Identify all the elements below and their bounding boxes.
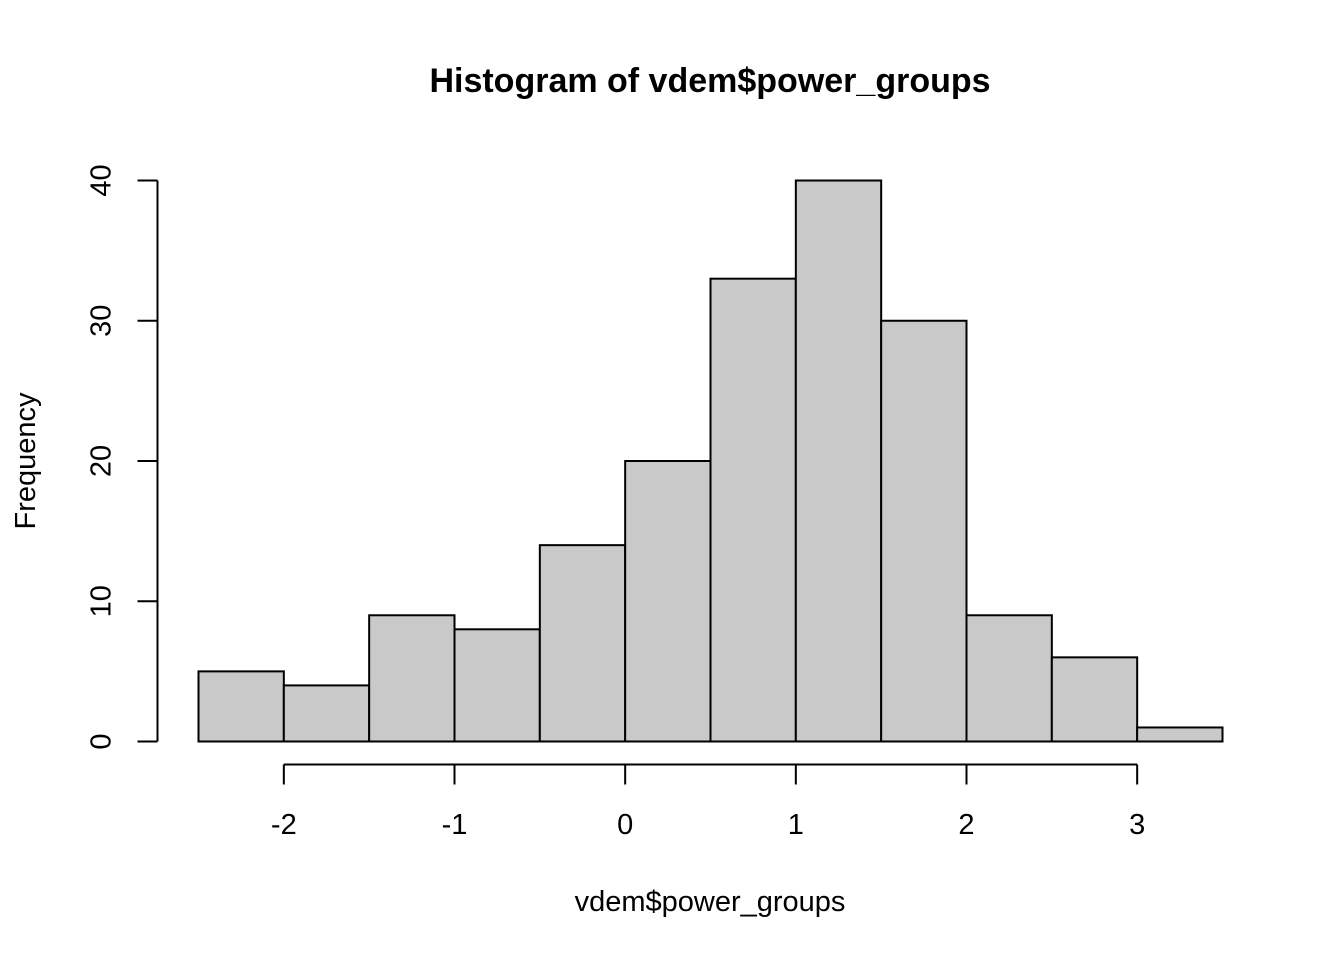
histogram-bar: [965, 614, 1053, 743]
histogram-bar: [624, 460, 712, 743]
histogram-bar: [880, 319, 968, 743]
y-tick-label: 20: [86, 445, 118, 477]
histogram-bar: [538, 544, 627, 743]
x-tick-label: 1: [788, 809, 804, 841]
x-tick-label: 0: [617, 809, 633, 841]
histogram-bar: [709, 277, 797, 743]
y-axis-label: Frequency: [10, 392, 42, 530]
histogram-bar: [794, 179, 883, 743]
histogram-bar: [282, 684, 371, 743]
y-tick-label: 40: [86, 164, 118, 196]
histogram-bar: [453, 628, 541, 743]
bars-group: [197, 179, 1224, 743]
histogram-bar: [1136, 726, 1224, 743]
histogram-bar: [368, 614, 456, 743]
x-tick-label: 2: [958, 809, 974, 841]
y-tick-label: 0: [86, 733, 118, 749]
y-tick-label: 30: [86, 305, 118, 337]
y-tick-label: 10: [86, 585, 118, 617]
chart-title: Histogram of vdem$power_groups: [429, 62, 990, 100]
x-tick-label: -2: [271, 809, 297, 841]
x-tick-label: 3: [1129, 809, 1145, 841]
x-tick-label: -1: [442, 809, 468, 841]
histogram-bar: [197, 670, 285, 743]
x-axis: -2 -1 0 1 2 3: [271, 763, 1145, 841]
histogram-bar: [1050, 656, 1139, 743]
x-axis-label: vdem$power_groups: [575, 886, 846, 918]
y-axis: 0 10 20 30 40: [86, 164, 159, 750]
